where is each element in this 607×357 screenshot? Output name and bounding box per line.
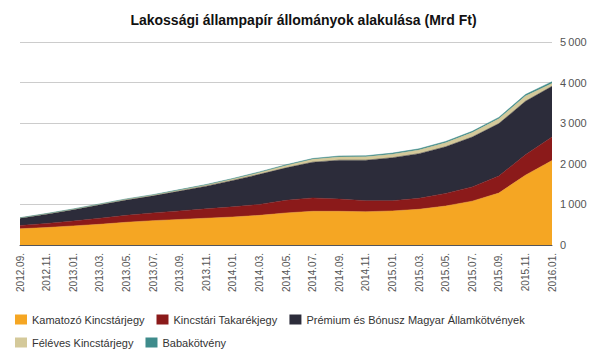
svg-text:Kincstári Takarékjegy: Kincstári Takarékjegy <box>173 314 277 326</box>
svg-text:2015.11.: 2015.11. <box>520 253 531 291</box>
svg-text:Lakossági állampapír állományo: Lakossági állampapír állományok alakulás… <box>130 12 476 28</box>
svg-text:Babakötvény: Babakötvény <box>162 337 226 349</box>
svg-text:5 000: 5 000 <box>560 36 587 48</box>
svg-text:2012.09.: 2012.09. <box>15 253 26 292</box>
svg-text:Prémium és Bónusz Magyar Állam: Prémium és Bónusz Magyar Államkötvények <box>306 314 525 326</box>
svg-text:2015.01.: 2015.01. <box>387 253 398 292</box>
svg-text:Féléves Kincstárjegy: Féléves Kincstárjegy <box>32 337 134 349</box>
svg-text:0: 0 <box>560 239 566 251</box>
svg-text:Kamatozó Kincstárjegy: Kamatozó Kincstárjegy <box>32 314 145 326</box>
svg-text:2013.03.: 2013.03. <box>94 253 105 292</box>
svg-text:2013.09.: 2013.09. <box>174 253 185 292</box>
svg-text:2014.11.: 2014.11. <box>360 253 371 291</box>
svg-text:2012.11.: 2012.11. <box>41 253 52 291</box>
svg-text:2014.09.: 2014.09. <box>334 253 345 292</box>
svg-text:2013.07.: 2013.07. <box>148 253 159 292</box>
svg-text:2014.07.: 2014.07. <box>307 253 318 292</box>
svg-text:1 000: 1 000 <box>560 198 587 210</box>
svg-text:3 000: 3 000 <box>560 117 587 129</box>
svg-text:2013.01.: 2013.01. <box>68 253 79 292</box>
svg-text:2015.05.: 2015.05. <box>440 253 451 292</box>
svg-text:2014.01.: 2014.01. <box>227 253 238 292</box>
svg-text:2013.05.: 2013.05. <box>121 253 132 292</box>
svg-text:2 000: 2 000 <box>560 158 587 170</box>
svg-text:2015.09.: 2015.09. <box>493 253 504 292</box>
svg-text:2014.05.: 2014.05. <box>281 253 292 292</box>
svg-text:2015.07.: 2015.07. <box>467 253 478 292</box>
svg-text:2016.01.: 2016.01. <box>547 253 558 292</box>
svg-text:2013.11.: 2013.11. <box>201 253 212 291</box>
svg-text:4 000: 4 000 <box>560 77 587 89</box>
svg-text:2014.03.: 2014.03. <box>254 253 265 292</box>
svg-text:2015.03.: 2015.03. <box>414 253 425 292</box>
